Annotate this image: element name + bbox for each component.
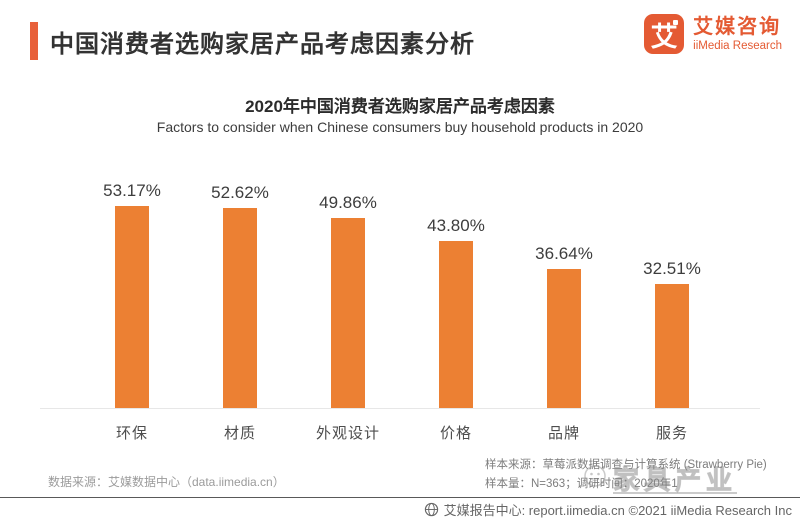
bar-value-label: 49.86% <box>319 193 377 212</box>
footer-divider <box>0 497 800 498</box>
plot-area: 53.17% <box>103 172 161 408</box>
chart-bar <box>114 206 149 408</box>
chart-column-5: 36.64% 品牌 <box>510 172 618 443</box>
bar-value-label: 43.80% <box>427 216 485 235</box>
title-accent-bar <box>30 22 38 60</box>
bar-value-label: 52.62% <box>211 183 269 202</box>
chart-column-3: 49.86% 外观设计 <box>294 172 402 443</box>
bar-category-label: 品牌 <box>547 425 580 442</box>
bar-value-label: 36.64% <box>535 244 593 263</box>
sample-notes: 样本来源：草莓派数据调查与计算系统 (Strawberry Pie) 样本量：N… <box>485 456 767 494</box>
chart-column-4: 43.80% 价格 <box>402 172 510 443</box>
plot-area: 49.86% <box>319 172 377 408</box>
chart-column-2: 52.62% 材质 <box>186 172 294 443</box>
report-header: 中国消费者选购家居产品考虑因素分析 <box>30 22 475 60</box>
brand-logo: 艾 艾媒咨询 iiMedia Research <box>644 14 782 54</box>
chart-bar <box>654 284 689 408</box>
page-title: 中国消费者选购家居产品考虑因素分析 <box>50 30 475 58</box>
logo-glyph: 艾 <box>650 21 678 52</box>
brand-name-cn: 艾媒咨询 <box>693 16 782 38</box>
plot-area: 32.51% <box>643 172 701 408</box>
chart-bar <box>222 208 257 408</box>
chart-subtitle: Factors to consider when Chinese consume… <box>156 119 644 135</box>
brand-text: 艾媒咨询 iiMedia Research <box>693 15 782 53</box>
chart-bar <box>546 269 581 408</box>
footer-text: 艾媒报告中心: report.iimedia.cn ©2021 iiMedia … <box>443 503 792 518</box>
chart-bar <box>438 241 473 408</box>
bar-chart: 53.17% 环保 52.62% 材质 49.86% 外观设计 43.80% 价格 36.64%… <box>78 172 726 443</box>
plot-area: 52.62% <box>211 172 269 408</box>
report-footer: 艾媒报告中心: report.iimedia.cn ©2021 iiMedia … <box>424 500 792 519</box>
chart-bar <box>330 218 365 408</box>
bar-category-label: 材质 <box>223 425 256 442</box>
plot-area: 36.64% <box>535 172 593 408</box>
bar-category-label: 服务 <box>655 425 688 442</box>
chart-column-1: 53.17% 环保 <box>78 172 186 443</box>
sample-size-note: 样本量：N=363；调研时间：2020年1 <box>485 478 678 490</box>
chart-title: 2020年中国消费者选购家居产品考虑因素 <box>245 97 555 116</box>
brand-name-en: iiMedia Research <box>693 40 782 52</box>
data-source-note: 数据来源：艾媒数据中心（data.iimedia.cn） <box>48 475 285 489</box>
iimedia-logo-icon: 艾 <box>644 14 685 54</box>
bar-value-label: 53.17% <box>103 181 161 200</box>
plot-area: 43.80% <box>427 172 485 408</box>
bar-category-label: 价格 <box>439 425 472 442</box>
x-axis-line <box>40 408 760 409</box>
bar-category-label: 外观设计 <box>315 425 380 442</box>
bar-category-label: 环保 <box>115 425 148 442</box>
bar-value-label: 32.51% <box>643 259 701 278</box>
chart-column-6: 32.51% 服务 <box>618 172 726 443</box>
sample-source-note: 样本来源：草莓派数据调查与计算系统 (Strawberry Pie) <box>485 459 767 471</box>
globe-icon <box>424 502 439 517</box>
